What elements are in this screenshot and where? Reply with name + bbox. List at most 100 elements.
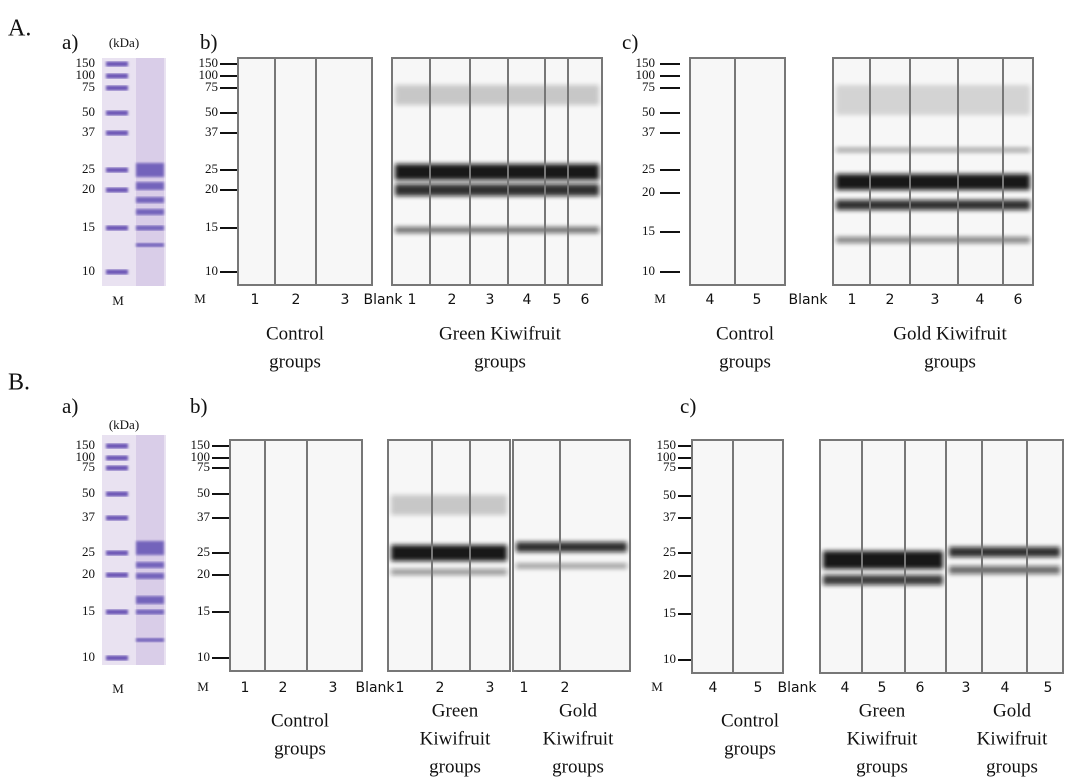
marker-label: 37 bbox=[205, 124, 219, 139]
marker-band bbox=[106, 167, 128, 173]
marker-label: 75 bbox=[663, 459, 676, 474]
marker-label: 50 bbox=[642, 104, 655, 119]
panel-label: B. bbox=[8, 370, 30, 396]
lane-label: M bbox=[654, 291, 666, 306]
group-label: Control bbox=[716, 323, 774, 344]
marker-label: 100 bbox=[657, 449, 677, 464]
marker-label: 25 bbox=[663, 544, 676, 559]
lane-label: 4 bbox=[523, 292, 532, 308]
marker-label: 15 bbox=[197, 603, 210, 618]
marker-label: 10 bbox=[205, 263, 218, 278]
sample-band bbox=[136, 163, 164, 177]
lane-label: 5 bbox=[878, 680, 887, 696]
lane-label: 5 bbox=[754, 680, 763, 696]
marker-label: 37 bbox=[642, 124, 656, 139]
marker-label: 75 bbox=[197, 459, 210, 474]
blot-frame bbox=[237, 57, 373, 286]
marker-label: 150 bbox=[636, 55, 656, 70]
marker-band bbox=[106, 491, 128, 497]
subpanel-label: a) bbox=[62, 30, 78, 54]
sample-band bbox=[136, 573, 164, 579]
lane-label: 4 bbox=[706, 292, 715, 308]
sample-band bbox=[136, 609, 164, 615]
lane-label: 2 bbox=[279, 680, 288, 696]
sample-band bbox=[136, 541, 164, 555]
unit-label: (kDa) bbox=[109, 35, 139, 50]
marker-label: 15 bbox=[82, 603, 95, 618]
group-label: Kiwifruit bbox=[543, 728, 614, 749]
marker-band bbox=[106, 655, 128, 661]
marker-label: 75 bbox=[82, 459, 95, 474]
marker-label: 50 bbox=[663, 487, 676, 502]
lane-label: 2 bbox=[886, 292, 895, 308]
marker-label: 37 bbox=[197, 509, 211, 524]
lane-label: 3 bbox=[341, 292, 350, 308]
sample-band bbox=[136, 562, 164, 568]
lane-label: M bbox=[651, 679, 663, 694]
blot-frame bbox=[689, 57, 786, 286]
marker-band bbox=[106, 187, 128, 193]
blot-frame bbox=[945, 439, 1064, 674]
group-label: groups bbox=[269, 351, 321, 372]
subpanel-label: b) bbox=[200, 30, 218, 54]
sample-band bbox=[136, 209, 164, 215]
marker-label: 25 bbox=[82, 161, 95, 176]
marker-label: 50 bbox=[205, 104, 218, 119]
marker-label: 20 bbox=[82, 566, 95, 581]
blot-band bbox=[516, 542, 627, 552]
sample-band bbox=[136, 197, 164, 203]
blot-background bbox=[690, 58, 785, 285]
marker-label: 15 bbox=[205, 219, 218, 234]
marker-label: 15 bbox=[642, 223, 655, 238]
blot-band bbox=[395, 227, 599, 233]
group-label: Control bbox=[271, 710, 329, 731]
lane-label: 6 bbox=[1014, 292, 1023, 308]
blot-band bbox=[949, 566, 1060, 574]
sample-band bbox=[136, 225, 164, 231]
lane-label: M bbox=[194, 291, 206, 306]
blot-band bbox=[836, 148, 1030, 152]
group-label: Kiwifruit bbox=[847, 728, 918, 749]
marker-label: 50 bbox=[82, 485, 95, 500]
group-label: groups bbox=[986, 756, 1038, 777]
blot-band bbox=[823, 551, 943, 569]
lane-label: Blank bbox=[788, 292, 828, 308]
lane-label: 3 bbox=[486, 680, 495, 696]
group-label: Kiwifruit bbox=[977, 728, 1048, 749]
marker-label: 37 bbox=[82, 509, 96, 524]
marker-band bbox=[106, 110, 128, 116]
marker-label: 37 bbox=[663, 509, 677, 524]
group-label: groups bbox=[274, 738, 326, 759]
marker-band bbox=[106, 550, 128, 556]
group-label: Green Kiwifruit bbox=[439, 323, 562, 344]
blot-frame bbox=[832, 57, 1034, 286]
blot-background bbox=[230, 440, 362, 671]
lane-label: 3 bbox=[962, 680, 971, 696]
blot-band bbox=[395, 85, 599, 105]
group-label: Control bbox=[266, 323, 324, 344]
panel-label: A. bbox=[8, 16, 31, 42]
marker-label: 10 bbox=[197, 649, 210, 664]
marker-label: 100 bbox=[191, 449, 211, 464]
marker-label: 25 bbox=[205, 161, 218, 176]
sample-band bbox=[136, 596, 164, 604]
blot-background bbox=[513, 440, 630, 671]
marker-label: 100 bbox=[76, 449, 96, 464]
marker-band bbox=[106, 85, 128, 91]
sample-band bbox=[136, 243, 164, 247]
marker-band bbox=[106, 455, 128, 461]
group-label: groups bbox=[429, 756, 481, 777]
marker-band bbox=[106, 515, 128, 521]
group-label: groups bbox=[474, 351, 526, 372]
subpanel-label: c) bbox=[622, 30, 638, 54]
lane-label: 5 bbox=[1044, 680, 1053, 696]
marker-label: 15 bbox=[663, 605, 676, 620]
marker-band bbox=[106, 269, 128, 275]
marker-label: 150 bbox=[191, 437, 211, 452]
blot-band bbox=[391, 495, 507, 515]
lane-label: 1 bbox=[396, 680, 405, 696]
lane-label: 4 bbox=[841, 680, 850, 696]
marker-label: 10 bbox=[82, 649, 95, 664]
marker-label: 50 bbox=[197, 485, 210, 500]
lane-label: M bbox=[197, 679, 209, 694]
